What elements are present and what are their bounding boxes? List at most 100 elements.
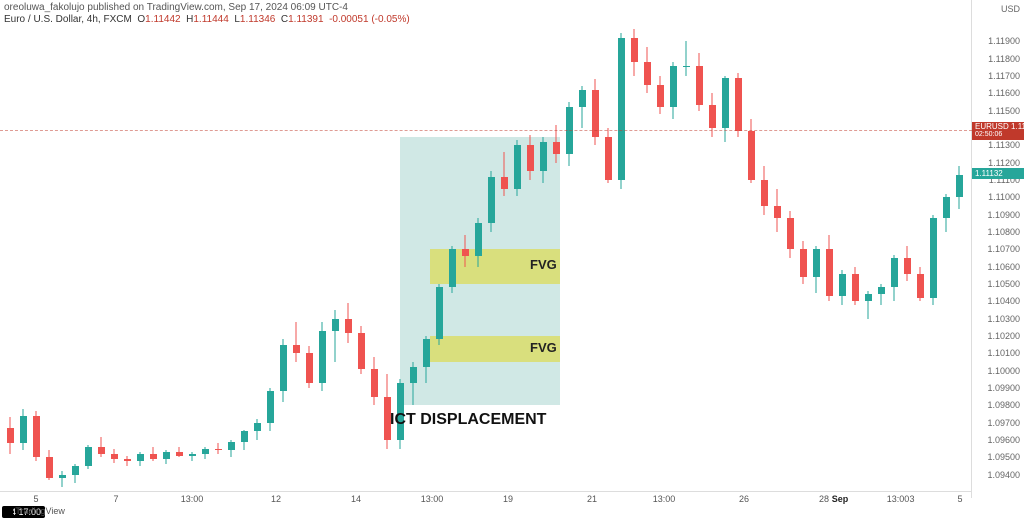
- candle: [58, 471, 67, 487]
- x-tick: 28: [819, 494, 829, 504]
- fvg-label: FVG: [530, 257, 557, 272]
- tradingview-icon: [4, 506, 13, 515]
- candle: [162, 450, 171, 464]
- candle: [617, 33, 626, 189]
- tradingview-watermark: TradingView: [4, 506, 65, 516]
- candle: [487, 171, 496, 232]
- candle: [422, 336, 431, 383]
- candle: [500, 152, 509, 195]
- current-price-tag: 1.11132: [972, 168, 1024, 179]
- x-tick: 13:00: [887, 494, 910, 504]
- candle: [461, 235, 470, 266]
- candle: [955, 166, 964, 209]
- candle: [942, 194, 951, 232]
- candle: [578, 86, 587, 128]
- candle: [110, 449, 119, 463]
- y-axis: USD 1.094001.095001.096001.097001.098001…: [971, 0, 1024, 498]
- y-tick: 1.10100: [987, 348, 1020, 358]
- candle: [19, 409, 28, 451]
- candle: [721, 76, 730, 142]
- y-tick: 1.11600: [988, 88, 1020, 98]
- x-tick: 7: [113, 494, 118, 504]
- candle: [71, 464, 80, 483]
- y-tick: 1.10400: [987, 296, 1020, 306]
- candle: [786, 211, 795, 258]
- y-tick: 1.11700: [988, 71, 1020, 81]
- publish-info: oreoluwa_fakolujo published on TradingVi…: [4, 2, 348, 13]
- candle: [682, 41, 691, 76]
- y-tick: 1.10200: [987, 331, 1020, 341]
- candle: [903, 246, 912, 281]
- candle: [448, 246, 457, 293]
- x-tick: Sep: [832, 494, 849, 504]
- x-tick: 5: [957, 494, 962, 504]
- x-tick: 13:00: [421, 494, 444, 504]
- y-tick: 1.10300: [987, 314, 1020, 324]
- x-tick: 5: [33, 494, 38, 504]
- candle: [305, 346, 314, 388]
- y-tick: 1.10000: [987, 366, 1020, 376]
- fvg-label: FVG: [530, 340, 557, 355]
- candle: [266, 388, 275, 431]
- y-tick: 1.09800: [987, 400, 1020, 410]
- x-tick: 26: [739, 494, 749, 504]
- candle: [825, 235, 834, 301]
- candle: [851, 267, 860, 305]
- x-tick: 12: [271, 494, 281, 504]
- y-tick: 1.09400: [987, 470, 1020, 480]
- x-tick: 3: [909, 494, 914, 504]
- y-tick: 1.11200: [988, 158, 1020, 168]
- candle: [877, 284, 886, 305]
- candle: [201, 447, 210, 459]
- candle: [799, 241, 808, 284]
- candle: [357, 326, 366, 375]
- x-tick: 21: [587, 494, 597, 504]
- candle: [331, 310, 340, 362]
- candle: [513, 140, 522, 195]
- candle: [890, 255, 899, 302]
- y-currency: USD: [1001, 4, 1020, 14]
- y-tick: 1.09900: [987, 383, 1020, 393]
- x-tick: 13:00: [181, 494, 204, 504]
- candle: [84, 445, 93, 469]
- candle: [253, 419, 262, 440]
- candle: [838, 270, 847, 305]
- candle: [370, 357, 379, 406]
- candle: [812, 246, 821, 293]
- x-tick: 19: [503, 494, 513, 504]
- candle: [435, 284, 444, 345]
- candle: [344, 303, 353, 343]
- candle: [539, 137, 548, 184]
- y-tick: 1.09700: [987, 418, 1020, 428]
- candle: [409, 362, 418, 405]
- y-tick: 1.11000: [988, 192, 1020, 202]
- candle: [318, 322, 327, 391]
- candle: [227, 440, 236, 457]
- annotation-text: ICT DISPLACEMENT: [390, 411, 546, 429]
- candle: [643, 47, 652, 94]
- plot-area[interactable]: FVGFVG EURUSD 1.11391 02:50:06 1.11132 I…: [0, 24, 972, 492]
- candle: [240, 430, 249, 451]
- candle: [136, 452, 145, 466]
- candle: [32, 411, 41, 461]
- y-tick: 1.09600: [987, 435, 1020, 445]
- y-tick: 1.11500: [988, 106, 1020, 116]
- chart-root: oreoluwa_fakolujo published on TradingVi…: [0, 0, 1024, 518]
- y-tick: 1.10900: [987, 210, 1020, 220]
- candle: [773, 189, 782, 232]
- price-tag: EURUSD 1.11391 02:50:06: [972, 122, 1024, 140]
- candle: [604, 128, 613, 183]
- candle: [45, 450, 54, 479]
- candle: [97, 437, 106, 458]
- candle: [175, 447, 184, 457]
- candle: [864, 291, 873, 319]
- candle: [279, 339, 288, 401]
- y-tick: 1.10500: [987, 279, 1020, 289]
- candle: [292, 322, 301, 362]
- y-tick: 1.11900: [988, 36, 1020, 46]
- price-line: [0, 130, 972, 131]
- y-tick: 1.11300: [988, 140, 1020, 150]
- candle: [591, 79, 600, 145]
- candle: [695, 53, 704, 110]
- x-axis: 24 17:00 5713:00121413:00192113:00262813…: [0, 491, 972, 506]
